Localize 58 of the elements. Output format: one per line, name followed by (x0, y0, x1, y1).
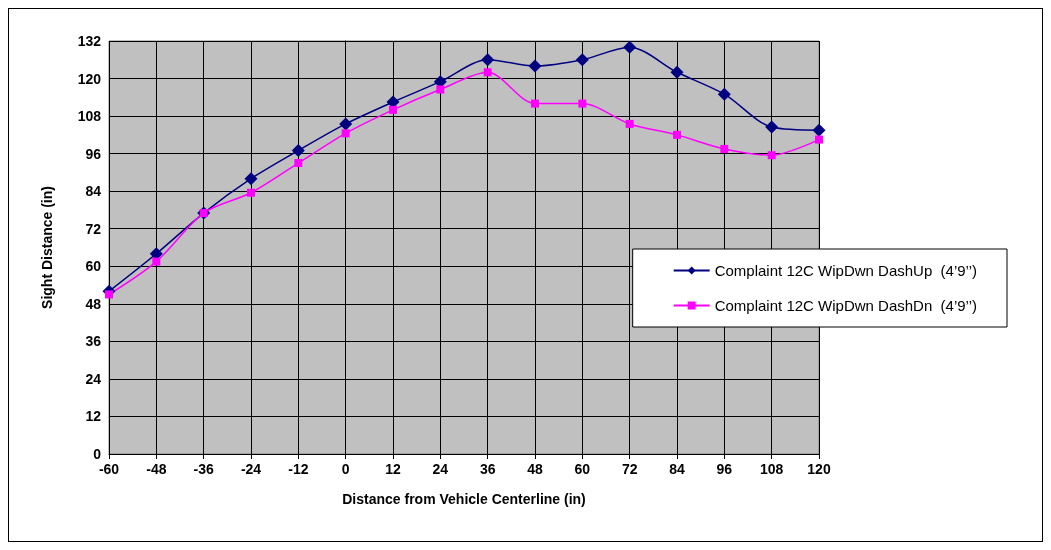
point (673, 130, 681, 139)
point (531, 99, 539, 108)
x-tick-label: 0 (341, 461, 350, 477)
x-tick-label: 36 (479, 461, 496, 477)
x-tick-label: -24 (240, 461, 262, 477)
legend-label: Complaint 12C WipDwn DashUp (4’9’’) (714, 262, 978, 279)
y-tick-label: 0 (93, 446, 102, 462)
point (720, 144, 729, 153)
x-tick-label: 72 (621, 461, 638, 477)
point (578, 99, 587, 108)
x-tick-label: -60 (98, 461, 120, 477)
x-tick-label: 120 (807, 461, 831, 477)
point (528, 59, 542, 73)
point (812, 123, 826, 137)
point (767, 151, 776, 160)
y-tick-label: 60 (85, 258, 102, 275)
point (481, 53, 495, 67)
point (291, 144, 305, 158)
point (623, 40, 637, 54)
y-tick-label: 96 (85, 145, 102, 162)
point (152, 257, 161, 266)
y-tick-label: 48 (85, 295, 102, 312)
x-tick-label: -36 (193, 461, 214, 477)
x-tick-label: 60 (574, 461, 591, 477)
point (670, 65, 684, 79)
point (815, 135, 823, 144)
point (483, 68, 492, 77)
y-tick-label: 120 (77, 70, 102, 87)
point (105, 290, 113, 299)
x-tick-label: -48 (146, 461, 167, 477)
point (436, 85, 445, 94)
point (575, 53, 589, 67)
x-tick-label: 108 (759, 461, 784, 477)
x-tick-label: -12 (288, 461, 309, 477)
point (339, 117, 353, 131)
point (389, 105, 397, 114)
y-tick-label: 132 (77, 33, 102, 49)
y-tick-label: 72 (85, 220, 102, 237)
x-tick-label: 48 (527, 461, 543, 477)
y-tick-label: 108 (77, 108, 102, 125)
x-tick-label: 96 (716, 461, 733, 477)
point (341, 129, 350, 138)
x-tick-label: 12 (385, 461, 401, 477)
point (765, 120, 779, 134)
y-tick-label: 24 (85, 370, 102, 387)
point (294, 159, 303, 168)
y-tick-label: 84 (85, 183, 102, 200)
y-axis-title: Sight Distance (in) (39, 186, 55, 309)
y-tick-label: 12 (85, 408, 102, 425)
y-tick-label: 36 (85, 333, 102, 350)
x-axis-title: Distance from Vehicle Centerline (in) (342, 491, 586, 507)
point (247, 188, 255, 197)
point (717, 87, 731, 101)
x-tick-label: 24 (432, 461, 449, 477)
legend-label: Complaint 12C WipDwn DashDn (4’9’’) (714, 297, 978, 314)
point (244, 172, 258, 186)
x-tick-label: 84 (669, 461, 685, 477)
point (625, 119, 634, 128)
